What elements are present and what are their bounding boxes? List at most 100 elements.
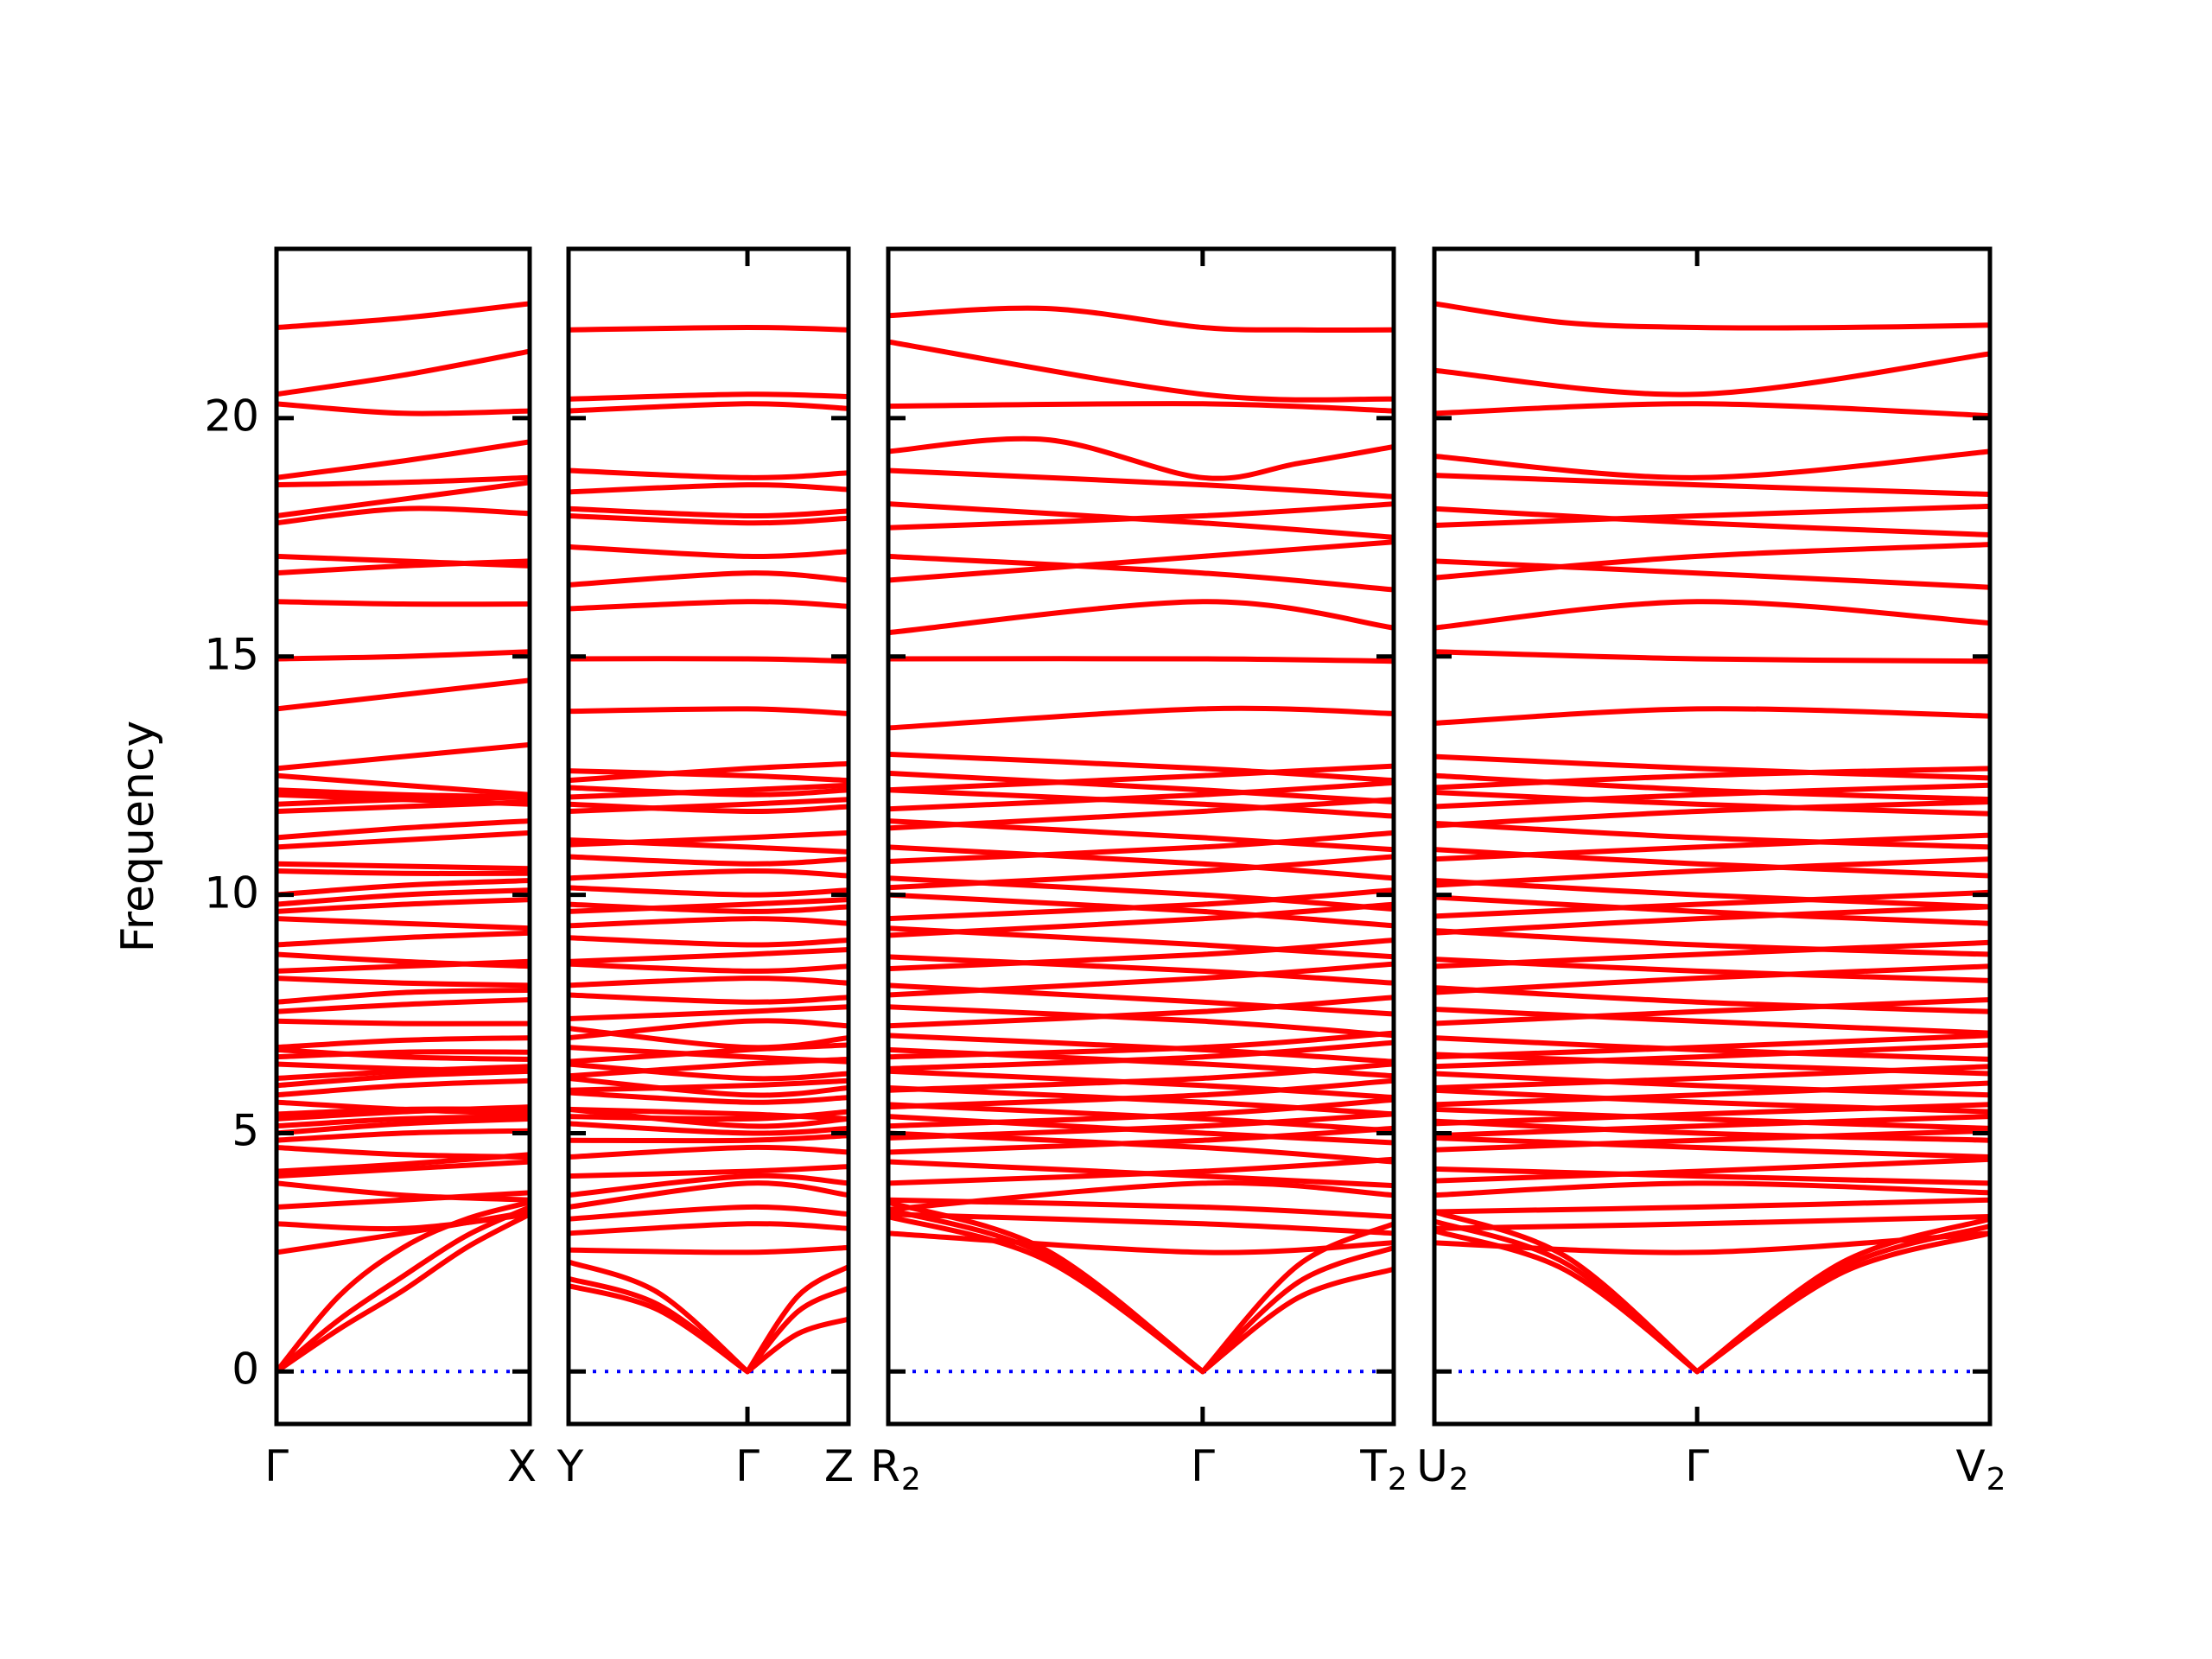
acoustic-band-branch [1199, 1221, 1394, 1375]
panel-bands [888, 305, 1394, 1375]
y-tick-label: 10 [204, 868, 259, 918]
phonon-band [569, 467, 849, 480]
phonon-band [569, 947, 849, 964]
phonon-band [1434, 558, 1990, 590]
phonon-band [276, 791, 530, 807]
x-axis-label-text: U [1416, 1441, 1448, 1491]
phonon-band [1434, 889, 1990, 919]
phonon-band [276, 787, 530, 800]
phonon-band [276, 1180, 530, 1203]
phonon-band [276, 861, 530, 872]
phonon-band [888, 1111, 1394, 1141]
phonon-band [888, 1114, 1394, 1146]
phonon-band [1434, 649, 1990, 664]
phonon-band [569, 1061, 849, 1082]
panel-frame [1432, 246, 1993, 1427]
phonon-band [276, 987, 530, 1005]
phonon-band [1434, 1135, 1990, 1160]
acoustic-band-branch [1694, 1216, 1990, 1375]
acoustic-band-branch [1694, 1224, 1990, 1375]
phonon-band [276, 439, 530, 480]
phonon-band [888, 705, 1394, 731]
phonon-band [888, 1180, 1394, 1212]
x-axis-label-text: Γ [1685, 1441, 1709, 1491]
x-axis-label: Y [557, 1441, 584, 1491]
phonon-band [1434, 782, 1990, 810]
phonon-band [276, 997, 530, 1014]
phonon-band [1434, 927, 1990, 957]
phonon-band [888, 901, 1394, 938]
phonon-band [276, 558, 530, 576]
phonon-band [276, 1128, 530, 1143]
phonon-band [569, 505, 849, 519]
phonon-band [276, 401, 530, 416]
panel-frame [886, 246, 1396, 1427]
phonon-band [276, 505, 530, 526]
phonon-band [276, 878, 530, 898]
phonon-band [1434, 1128, 1990, 1153]
x-axis-label-text: T [1360, 1441, 1387, 1491]
phonon-band [276, 1046, 530, 1062]
phonon-band [888, 954, 1394, 986]
phonon-band [569, 1045, 849, 1065]
phonon-band [569, 976, 849, 988]
phonon-band [276, 480, 530, 518]
phonon-band [569, 868, 849, 881]
x-axis-label-text: R [870, 1441, 900, 1491]
phonon-band [1434, 1156, 1990, 1184]
phonon-band [276, 1145, 530, 1160]
phonon-band [569, 1106, 849, 1122]
x-axis-label: X [507, 1441, 537, 1491]
phonon-band [569, 656, 849, 664]
phonon-band [569, 1173, 849, 1198]
y-tick-label: 20 [204, 391, 259, 442]
phonon-band [888, 1039, 1394, 1071]
phonon-band [276, 897, 530, 914]
phonon-band [888, 854, 1394, 891]
phonon-band [569, 1144, 849, 1160]
phonon-band [1434, 1080, 1990, 1108]
phonon-band [888, 961, 1394, 998]
x-axis-label: Γ [1191, 1441, 1215, 1491]
phonon-band [1434, 832, 1990, 862]
phonon-band [569, 1076, 849, 1098]
phonon-band [569, 1204, 849, 1222]
x-axis-label-subscript: 2 [1986, 1462, 2006, 1497]
phonon-band [1434, 706, 1990, 726]
phonon-band [569, 916, 849, 929]
phonon-band [888, 1096, 1394, 1129]
phonon-band [569, 482, 849, 495]
phonon-band [1434, 1214, 1990, 1231]
phonon-band [569, 1121, 849, 1136]
panel-bands [276, 301, 530, 1375]
phonon-band [276, 741, 530, 772]
phonon-band [1434, 904, 1990, 936]
phonon-band [888, 1004, 1394, 1039]
x-axis-label: Γ [264, 1441, 289, 1491]
phonon-band [1434, 1197, 1990, 1215]
phonon-band [276, 553, 530, 569]
phonon-band [569, 901, 849, 914]
phonon-band [1434, 401, 1990, 419]
phonon-band [276, 818, 530, 841]
phonon-band [888, 844, 1394, 881]
panel-bands [569, 324, 849, 1375]
acoustic-band-branch [569, 1259, 750, 1375]
phonon-band [569, 1244, 849, 1255]
phonon-band [569, 1004, 849, 1022]
phonon-band [888, 751, 1394, 784]
x-axis-label-text: Γ [1191, 1441, 1215, 1491]
phonon-band [276, 1114, 530, 1129]
phonon-band [888, 830, 1394, 864]
phonon-band [888, 1230, 1394, 1255]
acoustic-band-branch [888, 1206, 1205, 1375]
phonon-band [1434, 1042, 1990, 1070]
phonon-band [569, 543, 849, 559]
x-axis-label: Γ [735, 1441, 760, 1491]
phonon-band [888, 995, 1394, 1029]
phonon-band [888, 770, 1394, 804]
x-axis-label-text: Γ [264, 1441, 289, 1491]
phonon-band [1434, 1114, 1990, 1139]
phonon-band [1434, 599, 1990, 631]
